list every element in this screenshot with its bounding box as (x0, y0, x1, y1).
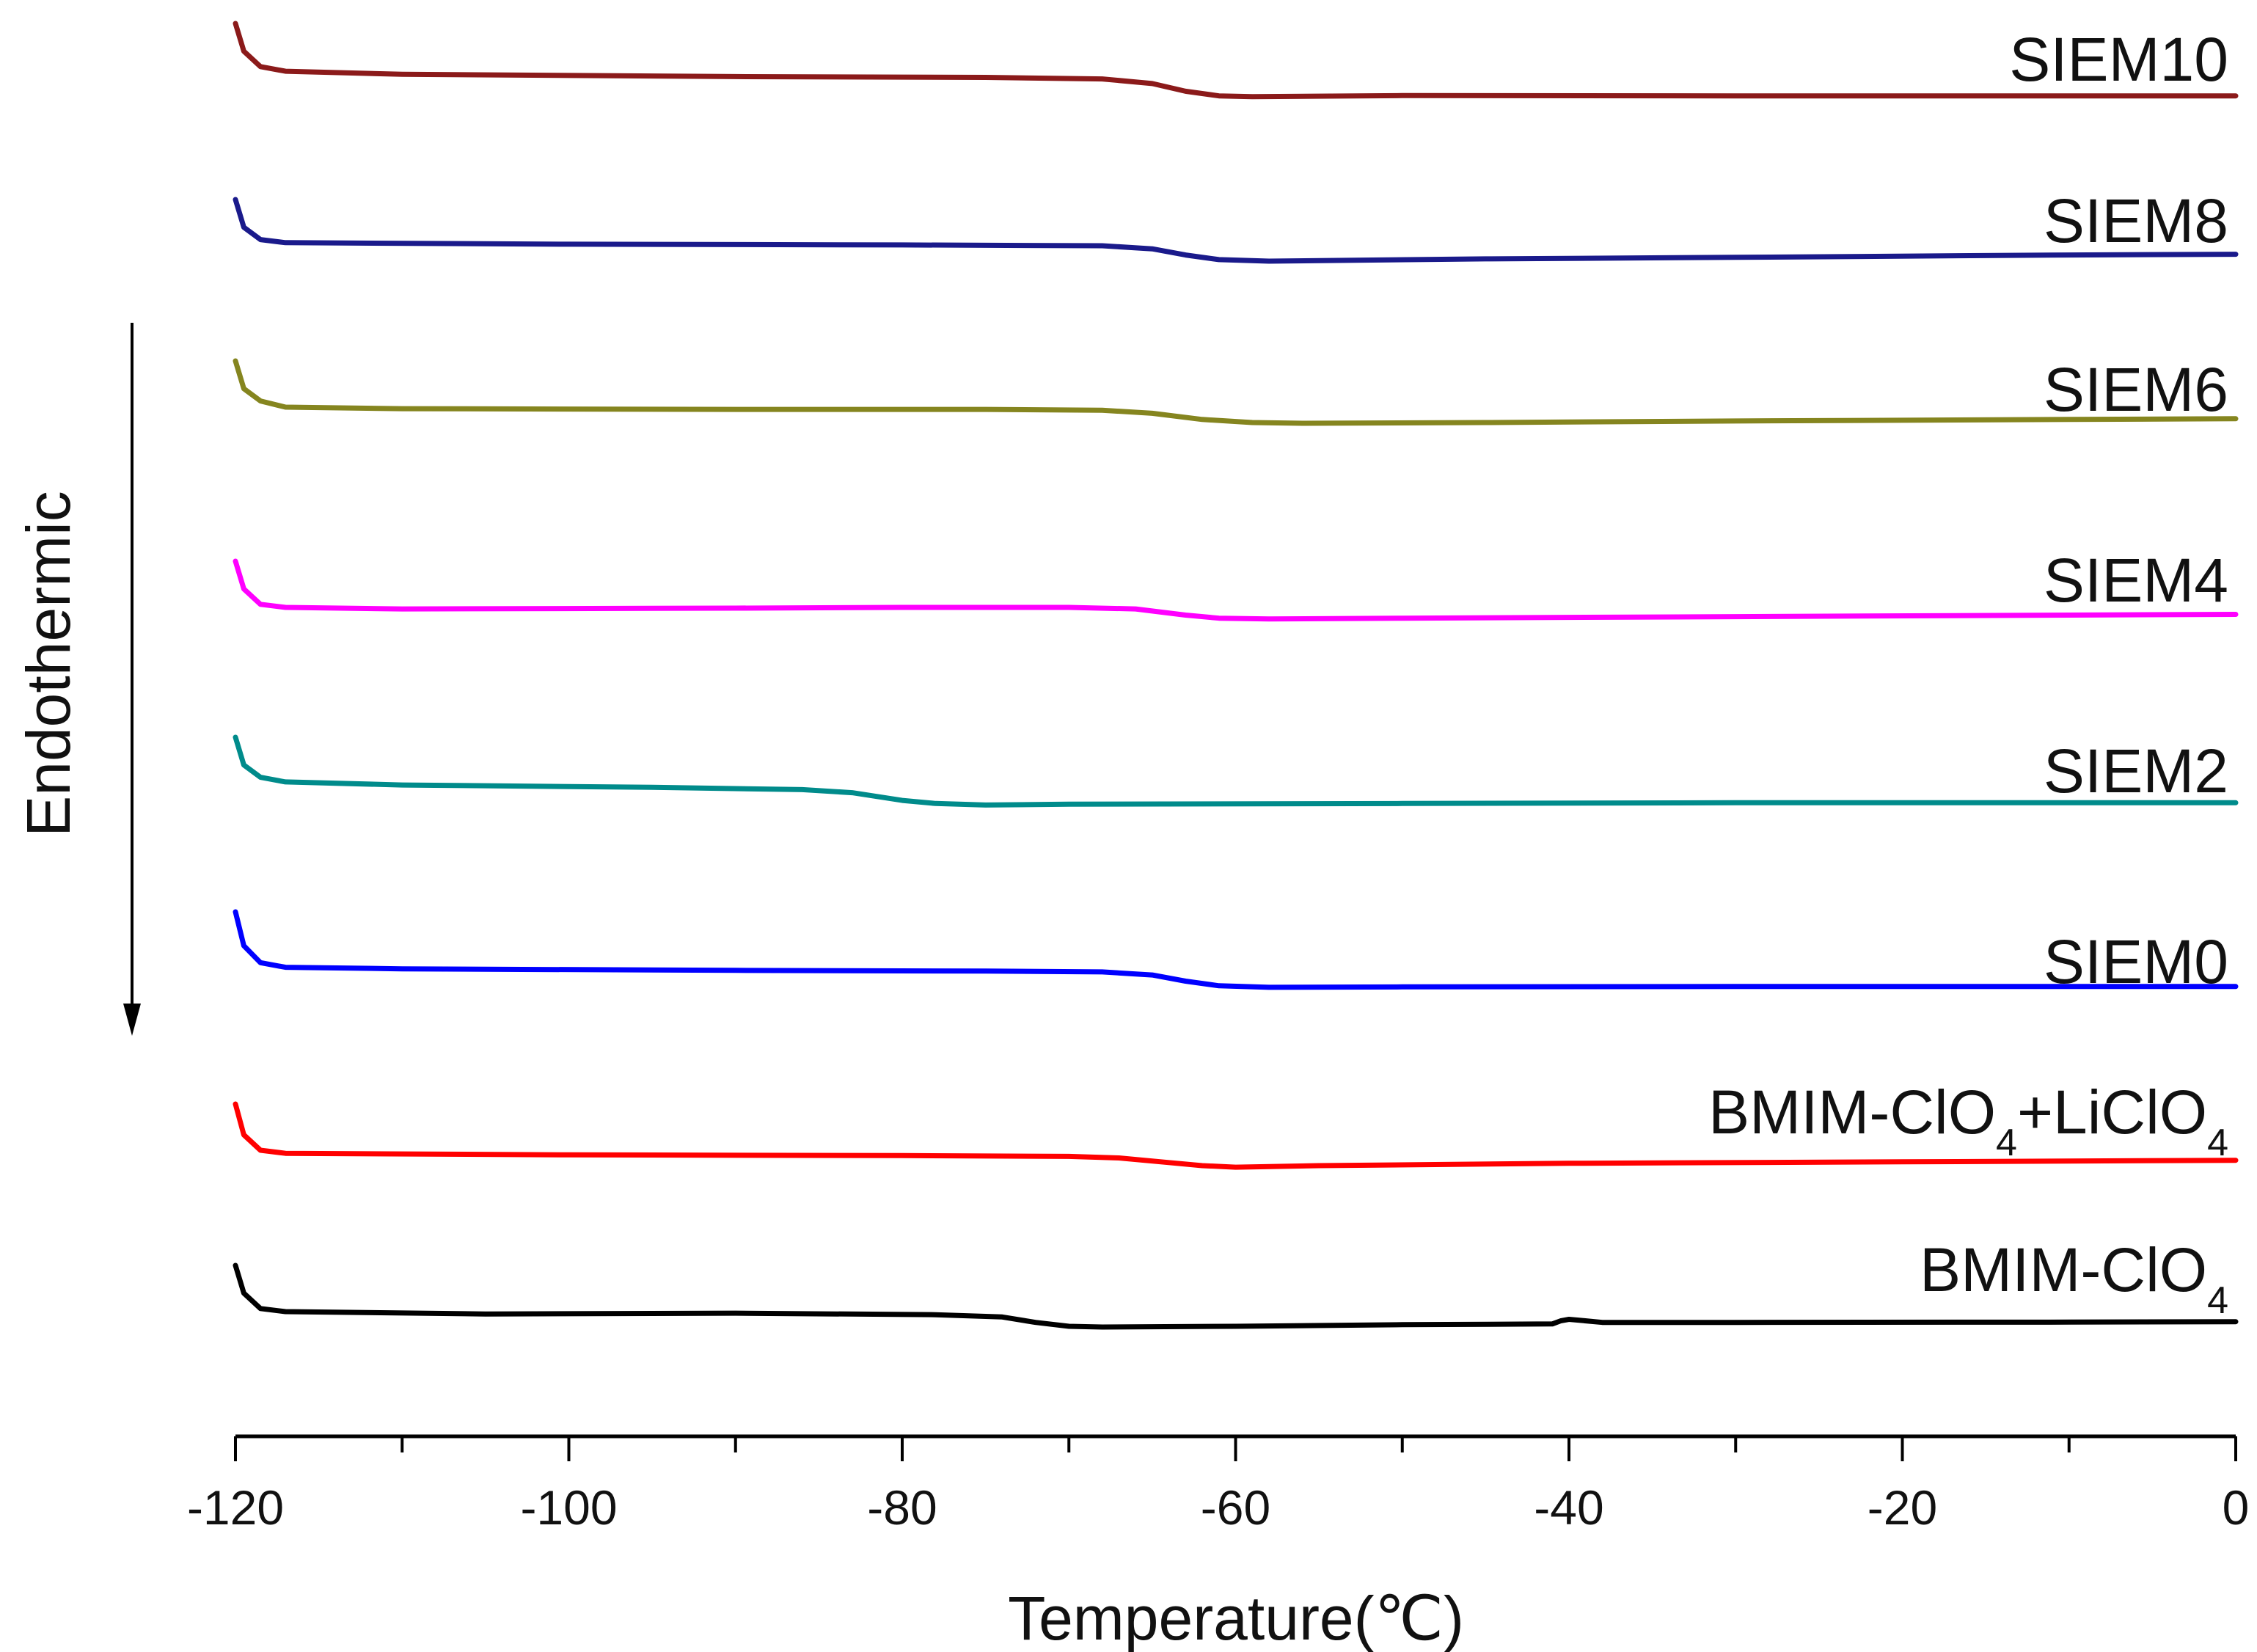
series-label-siem0: SIEM0 (2044, 927, 2228, 996)
x-tick-label-neg120: -120 (187, 1480, 284, 1535)
series-label-bmim-clo4-liclo4: BMIM-ClO4+LiClO4 (1708, 1078, 2228, 1164)
series-line-siem0 (233, 909, 2239, 990)
series-labels: SIEM10 SIEM8 SIEM6 SIEM4 SIEM2 SIEM0 BMIM-ClO4… (1708, 25, 2228, 1322)
x-axis-title: Temperature(℃) (1008, 1584, 1464, 1652)
series-curves (233, 21, 2239, 1330)
x-axis-tick-labels: -120 -100 -80 -60 -40 -20 0 (187, 1480, 2249, 1535)
series-line-siem6 (233, 358, 2239, 426)
series-line-siem8 (233, 197, 2239, 264)
series-line-siem2 (233, 734, 2239, 808)
x-tick-label-0: 0 (2223, 1480, 2250, 1535)
series-line-siem4 (233, 558, 2239, 622)
endothermic-arrow-head-icon (123, 1004, 141, 1036)
series-line-bmim-clo4 (233, 1262, 2239, 1330)
series-label-bmim-clo4: BMIM-ClO4 (1920, 1235, 2228, 1322)
series-line-siem10 (233, 21, 2239, 100)
endothermic-arrow (123, 323, 141, 1036)
x-tick-label-neg60: -60 (1201, 1480, 1270, 1535)
series-label-siem8: SIEM8 (2044, 186, 2228, 255)
series-label-siem4: SIEM4 (2044, 546, 2228, 615)
x-tick-label-neg20: -20 (1868, 1480, 1937, 1535)
series-label-siem10: SIEM10 (2009, 25, 2228, 94)
series-label-siem6: SIEM6 (2044, 355, 2228, 424)
x-tick-label-neg100: -100 (520, 1480, 617, 1535)
y-axis-title: Endothermic (14, 491, 83, 837)
x-tick-label-neg40: -40 (1534, 1480, 1603, 1535)
series-label-siem2: SIEM2 (2044, 737, 2228, 805)
x-axis-ticks (234, 1436, 2237, 1461)
series-line-bmim-clo4-liclo4 (233, 1101, 2239, 1170)
x-tick-label-neg80: -80 (867, 1480, 937, 1535)
